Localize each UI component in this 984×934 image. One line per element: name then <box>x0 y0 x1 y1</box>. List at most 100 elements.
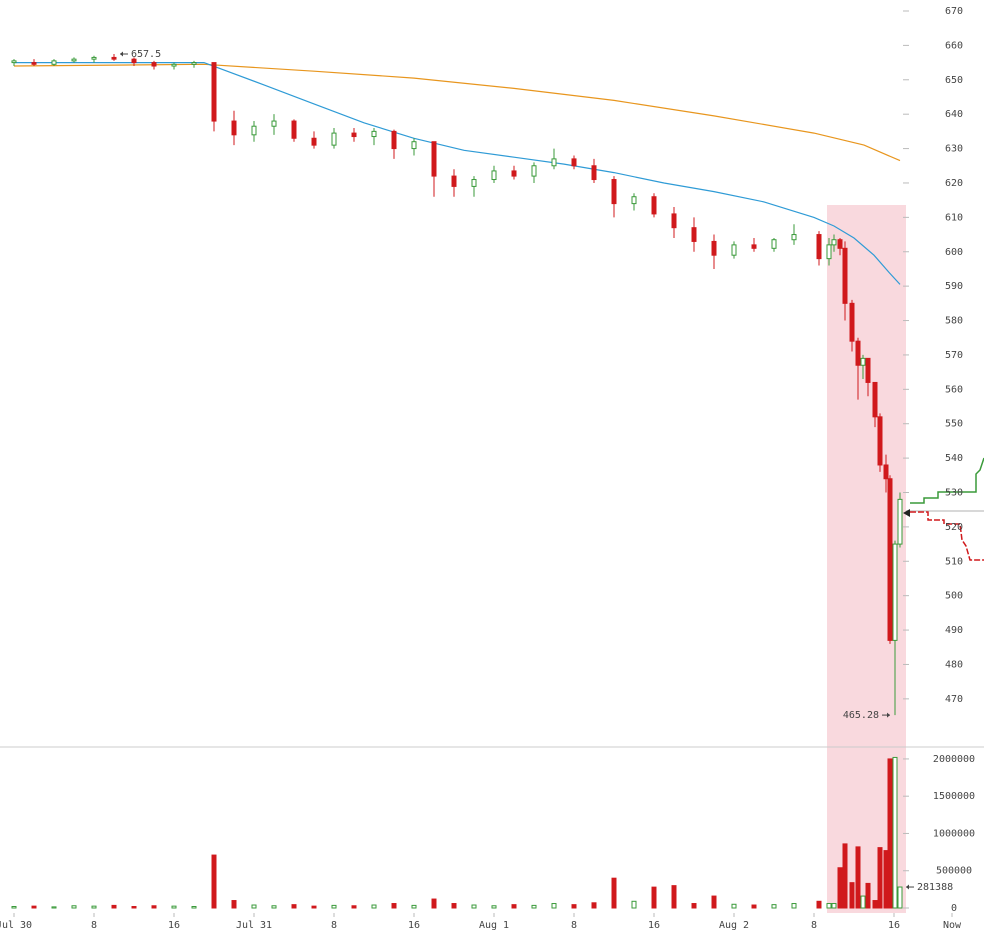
candle-body <box>860 357 866 366</box>
volume-bar <box>371 904 377 909</box>
arrow-head <box>887 712 890 718</box>
volume-bar <box>131 906 137 909</box>
x-tick-label: Aug 2 <box>719 920 749 931</box>
volume-bar <box>91 905 97 909</box>
y-tick-label: 1000000 <box>933 828 975 839</box>
volume-bar <box>291 904 297 909</box>
x-tick-label: 8 <box>91 920 97 931</box>
candle-body <box>771 239 777 249</box>
candle-body <box>431 141 437 177</box>
candle-body <box>571 158 577 167</box>
volume-bar <box>865 882 871 909</box>
candle-body <box>872 381 878 418</box>
volume-bar <box>892 756 898 909</box>
volume-bar <box>451 903 457 909</box>
x-tick-label: 8 <box>571 920 577 931</box>
candle-body <box>897 498 903 545</box>
candle-body <box>855 340 861 366</box>
y-tick-label: 580 <box>945 316 963 327</box>
candle-body <box>691 227 697 242</box>
volume-bar <box>897 886 903 909</box>
y-tick-label: 500000 <box>936 866 972 877</box>
y-tick-label: 530 <box>945 487 963 498</box>
volume-bar <box>411 904 417 909</box>
candle-body <box>251 125 257 136</box>
volume-bar <box>791 903 797 909</box>
volume-bar <box>151 905 157 909</box>
volume-bar <box>887 758 893 909</box>
candle-body <box>865 357 871 383</box>
candle-body <box>211 62 217 122</box>
chart-layer: 470 480 490 500 510 520 530 540 550 560 570 580 590 6… <box>0 6 975 931</box>
volume-bar <box>591 902 597 909</box>
volume-bar <box>860 895 866 909</box>
candle-body <box>231 120 237 136</box>
volume-bar <box>511 904 517 909</box>
volume-bar <box>872 900 878 909</box>
candle-body <box>171 63 177 67</box>
volume-bar <box>631 900 637 909</box>
annotation: 281388 <box>917 882 953 893</box>
ask-depth <box>910 457 984 504</box>
candle-body <box>31 62 37 65</box>
bid-depth <box>910 511 984 561</box>
x-tick-label: Now <box>943 920 962 931</box>
volume-bar <box>571 904 577 909</box>
candle-body <box>671 213 677 229</box>
candle-body <box>511 170 517 177</box>
x-tick-label: 16 <box>888 920 900 931</box>
y-tick-label: 570 <box>945 350 963 361</box>
volume-bar <box>731 903 737 909</box>
volume-bar <box>771 904 777 909</box>
volume-bar <box>31 905 37 909</box>
arrow-head <box>120 51 123 57</box>
candle-body <box>191 62 197 65</box>
volume-bar <box>351 905 357 909</box>
volume-bar <box>611 877 617 909</box>
x-tick-label: Jul 30 <box>0 920 32 931</box>
volume-bar <box>331 904 337 909</box>
y-tick-label: 660 <box>945 40 963 51</box>
candle-body <box>131 58 137 64</box>
x-tick-label: 8 <box>811 920 817 931</box>
volume-bar <box>431 898 437 909</box>
candle-body <box>826 244 832 260</box>
volume-bar <box>11 906 17 909</box>
candle-body <box>791 234 797 241</box>
candle-body <box>887 478 893 641</box>
y-tick-label: 540 <box>945 453 963 464</box>
y-tick-label: 500 <box>945 591 963 602</box>
volume-bar <box>691 903 697 909</box>
candle-body <box>631 196 637 205</box>
candle-body <box>591 165 597 181</box>
volume-bar <box>831 903 837 909</box>
candle-body <box>151 62 157 67</box>
volume-bar <box>651 886 657 909</box>
volume-bar <box>71 905 77 909</box>
volume-bar <box>171 905 177 909</box>
volume-bar <box>531 904 537 909</box>
x-tick-label: 16 <box>408 920 420 931</box>
y-tick-label: 470 <box>945 694 963 705</box>
candle-body <box>71 58 77 62</box>
y-tick-label: 1500000 <box>933 791 975 802</box>
volume-bar <box>111 904 117 909</box>
volume-bar <box>211 854 217 909</box>
candle-body <box>391 130 397 150</box>
volume-bar <box>231 900 237 909</box>
x-tick-label: 16 <box>648 920 660 931</box>
candle-body <box>551 158 557 167</box>
candle-body <box>877 416 883 466</box>
volume-bar <box>751 904 757 909</box>
moving-average <box>14 62 901 285</box>
candle-body <box>291 120 297 139</box>
x-tick-label: 16 <box>168 920 180 931</box>
volume-bar <box>391 903 397 909</box>
volume-bar <box>251 904 257 909</box>
volume-bar <box>191 906 197 909</box>
y-tick-label: 600 <box>945 247 963 258</box>
candle-body <box>471 179 477 187</box>
candle-body <box>842 247 848 304</box>
annotation: 465.28 <box>843 710 879 721</box>
candle-body <box>531 165 537 177</box>
